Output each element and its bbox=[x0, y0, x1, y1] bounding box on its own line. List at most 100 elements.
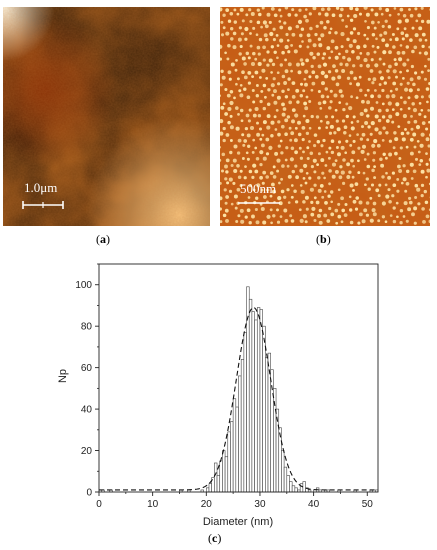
nanodot bbox=[327, 70, 332, 74]
nanodot bbox=[418, 112, 422, 116]
nanodot bbox=[333, 93, 338, 98]
nanodot bbox=[413, 221, 417, 225]
nanodot bbox=[317, 12, 322, 16]
nanodot bbox=[255, 220, 260, 225]
nanodot bbox=[247, 56, 251, 60]
histogram-bar bbox=[214, 462, 218, 493]
nanodot bbox=[381, 175, 385, 179]
nanodot bbox=[419, 159, 424, 163]
nanodot bbox=[398, 169, 403, 173]
nanodot bbox=[281, 50, 285, 55]
nanodot bbox=[378, 183, 382, 187]
nanodot bbox=[308, 75, 312, 79]
nanodot bbox=[357, 159, 360, 163]
nanodot bbox=[381, 201, 386, 206]
nanodot bbox=[406, 69, 409, 73]
nanodot bbox=[310, 212, 315, 217]
nanodot bbox=[421, 44, 425, 49]
nanodot bbox=[325, 126, 329, 129]
nanodot bbox=[293, 189, 297, 193]
nanodot bbox=[384, 220, 388, 223]
nanodot bbox=[220, 57, 223, 61]
nanodot bbox=[220, 220, 223, 224]
nanodot bbox=[280, 189, 285, 194]
nanodot bbox=[220, 119, 224, 124]
nanodot bbox=[391, 194, 395, 198]
nanodot bbox=[340, 196, 344, 201]
nanodot bbox=[391, 171, 395, 175]
nanodot bbox=[345, 114, 349, 119]
nanodot bbox=[323, 213, 328, 218]
nanodot bbox=[236, 151, 241, 155]
nanodot bbox=[350, 126, 355, 131]
nanodot bbox=[425, 175, 428, 179]
nanodot bbox=[267, 88, 271, 92]
nanodot bbox=[409, 38, 413, 42]
nanodot bbox=[289, 214, 293, 218]
nanodot bbox=[256, 8, 260, 12]
nanodot bbox=[220, 196, 223, 201]
nanodot bbox=[259, 150, 264, 155]
nanodot bbox=[397, 164, 401, 169]
nanodot bbox=[410, 177, 414, 180]
nanodot bbox=[413, 206, 418, 211]
nanodot bbox=[369, 196, 373, 200]
nanodot bbox=[303, 101, 308, 106]
nanodot bbox=[385, 171, 388, 175]
nanodot bbox=[237, 113, 240, 116]
nanodot bbox=[422, 220, 426, 224]
nanodot bbox=[389, 214, 393, 217]
nanodot bbox=[359, 111, 364, 117]
nanodot bbox=[394, 62, 398, 66]
nanodot bbox=[350, 95, 353, 99]
nanodot bbox=[366, 51, 370, 56]
histogram-bar bbox=[235, 406, 239, 493]
nanodot bbox=[291, 81, 296, 85]
nanodot bbox=[351, 175, 355, 179]
nanodot bbox=[303, 163, 308, 168]
nanodot bbox=[343, 125, 348, 130]
nanodot bbox=[241, 133, 245, 137]
nanodot bbox=[317, 64, 322, 69]
nanodot bbox=[401, 181, 404, 185]
nanodot bbox=[408, 200, 413, 205]
nanodot bbox=[411, 49, 415, 54]
nanodot bbox=[287, 174, 292, 179]
caption-b-close: ) bbox=[326, 232, 331, 246]
nanodot bbox=[331, 174, 336, 179]
nanodot bbox=[428, 219, 430, 224]
nanodot bbox=[249, 125, 255, 131]
caption-c-letter: c bbox=[212, 531, 218, 545]
nanodot bbox=[342, 158, 346, 162]
nanodot bbox=[330, 50, 334, 54]
nanodot bbox=[285, 32, 289, 37]
nanodot bbox=[243, 75, 248, 80]
nanodot bbox=[357, 31, 361, 36]
nanodot bbox=[424, 200, 429, 205]
nanodot bbox=[272, 38, 276, 42]
nanodot bbox=[352, 64, 356, 68]
nanodot bbox=[305, 95, 309, 99]
nanodot bbox=[248, 8, 252, 12]
nanodot bbox=[318, 220, 323, 225]
nanodot bbox=[262, 20, 267, 25]
nanodot bbox=[337, 152, 341, 157]
nanodot bbox=[372, 212, 377, 217]
nanodot bbox=[382, 50, 387, 55]
nanodot bbox=[286, 115, 291, 119]
nanodot bbox=[324, 164, 328, 167]
nanodot bbox=[419, 143, 424, 148]
nanodot bbox=[224, 201, 228, 205]
nanodot bbox=[276, 95, 281, 100]
nanodot bbox=[392, 219, 397, 224]
nanodot bbox=[322, 100, 327, 105]
nanodot bbox=[287, 26, 292, 31]
nanodot bbox=[331, 13, 336, 18]
nanodot bbox=[236, 77, 240, 81]
nanodot bbox=[291, 169, 296, 174]
nanodot bbox=[230, 37, 234, 41]
nanodot bbox=[281, 112, 286, 117]
nanodot bbox=[338, 101, 342, 104]
nanodot bbox=[262, 106, 267, 111]
nanodot bbox=[341, 18, 345, 22]
